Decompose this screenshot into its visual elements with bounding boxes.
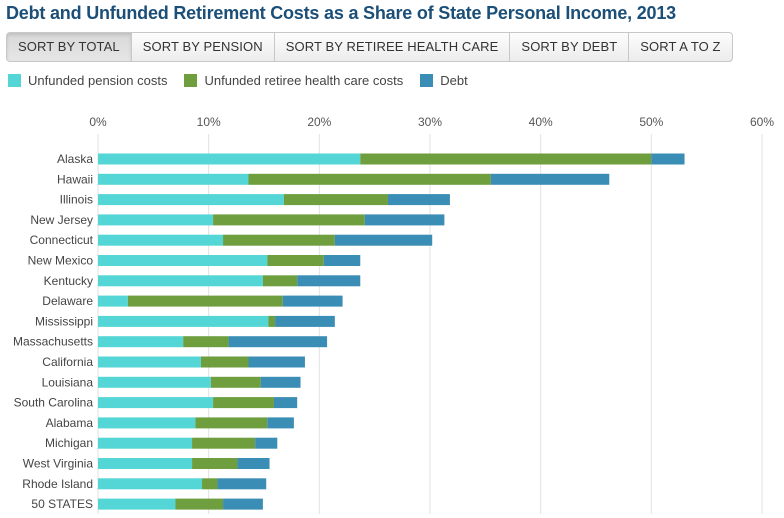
category-label: New Mexico <box>28 254 94 268</box>
bar-segment-pension <box>98 458 193 469</box>
bar-segment-debt <box>248 356 305 368</box>
sort-button-group: SORT BY TOTAL SORT BY PENSION SORT BY RETI… <box>6 32 733 62</box>
x-tick-label-20: 20% <box>307 115 331 129</box>
category-label: Kentucky <box>44 274 93 288</box>
category-label: Massachusetts <box>13 335 93 349</box>
bar-segment-debt <box>297 275 361 287</box>
bar-segment-pension <box>98 397 214 409</box>
category-label: 50 STATES <box>31 497 93 511</box>
bar-segment-debt <box>323 255 361 266</box>
stacked-bar-chart: 0% 10% 20% 30% 40% 50% 60% Alaska Hawaii Illinois… <box>13 115 774 514</box>
bar-segment-health <box>127 295 283 307</box>
x-tick-label-60: 60% <box>750 115 774 129</box>
bar-segment-pension <box>98 295 128 307</box>
legend-swatch-pension <box>8 74 21 87</box>
legend-label-pension: Unfunded pension costs <box>28 73 168 88</box>
bar-segment-pension <box>98 336 184 348</box>
category-label: South Carolina <box>14 396 94 410</box>
category-label: Rhode Island <box>22 477 93 491</box>
category-label: Michigan <box>45 436 93 450</box>
bar-segment-pension <box>98 356 201 368</box>
bar-segment-debt <box>237 458 270 469</box>
bar-segment-debt <box>255 437 278 449</box>
bar-segment-health <box>210 376 261 388</box>
legend-item-health: Unfunded retiree health care costs <box>184 73 403 88</box>
bar-segment-debt <box>651 153 685 165</box>
bar-segment-pension <box>98 478 203 490</box>
bar-segment-health <box>213 397 274 409</box>
category-label: Alaska <box>57 152 93 166</box>
category-label: Illinois <box>60 193 93 207</box>
bar-segment-health <box>268 315 276 327</box>
x-tick-label-50: 50% <box>639 115 663 129</box>
bar-segment-health <box>360 153 652 165</box>
bar-segment-health <box>192 458 238 469</box>
bar-segment-health <box>262 275 298 287</box>
bar-segment-debt <box>387 194 450 206</box>
category-label: California <box>42 355 93 369</box>
x-tick-label-30: 30% <box>418 115 442 129</box>
bar-segment-pension <box>98 437 193 449</box>
sort-by-retiree-health-care-button[interactable]: SORT BY RETIREE HEALTH CARE <box>275 33 511 61</box>
category-label: Delaware <box>42 294 93 308</box>
bar-segment-debt <box>490 173 610 185</box>
bar-segment-debt <box>282 295 343 307</box>
bar-segment-pension <box>98 234 224 246</box>
x-tick-label-10: 10% <box>197 115 221 129</box>
legend-label-debt: Debt <box>440 73 468 88</box>
bar-segment-health <box>267 255 324 266</box>
chart-title: Debt and Unfunded Retirement Costs as a … <box>6 3 676 23</box>
sort-by-debt-button[interactable]: SORT BY DEBT <box>510 33 630 61</box>
bar-segment-debt <box>228 336 328 348</box>
category-label: Connecticut <box>30 233 94 247</box>
bar-segment-pension <box>98 376 211 388</box>
bar-segment-health <box>202 478 218 490</box>
sort-by-pension-button[interactable]: SORT BY PENSION <box>132 33 275 61</box>
bar-segment-debt <box>273 397 298 409</box>
bar-segment-health <box>248 173 491 185</box>
chart-legend: Unfunded pension costs Unfunded retiree h… <box>8 73 485 88</box>
bar-segment-debt <box>275 315 335 327</box>
category-label: Mississippi <box>35 314 93 328</box>
sort-a-to-z-button[interactable]: SORT A TO Z <box>640 39 721 54</box>
category-label: New Jersey <box>30 213 93 227</box>
bar-segment-pension <box>98 275 263 287</box>
bar-segment-health <box>192 437 256 449</box>
legend-swatch-debt <box>420 74 434 87</box>
legend-item-debt: Debt <box>420 73 468 88</box>
category-label: Louisiana <box>42 375 94 389</box>
bar-segment-pension <box>98 498 176 510</box>
bar-segment-health <box>213 214 365 226</box>
bar-segment-pension <box>98 153 361 165</box>
category-label: Hawaii <box>57 172 93 186</box>
legend-label-health: Unfunded retiree health care costs <box>204 73 404 88</box>
bar-segment-debt <box>267 417 294 429</box>
bar-segment-debt <box>223 498 263 510</box>
legend-swatch-health <box>184 74 198 87</box>
x-tick-label-40: 40% <box>529 115 553 129</box>
bar-segment-health <box>200 356 249 368</box>
bar-segment-health <box>183 336 229 348</box>
bar-segment-health <box>175 498 224 510</box>
bar-segment-debt <box>260 376 301 388</box>
x-tick-label-0: 0% <box>89 115 107 129</box>
sort-by-total-button[interactable]: SORT BY TOTAL <box>7 33 132 61</box>
category-label: West Virginia <box>23 457 94 471</box>
bar-segment-health <box>283 194 388 206</box>
bar-segment-pension <box>98 417 196 429</box>
bar-segment-debt <box>217 478 267 490</box>
bar-segment-pension <box>98 194 284 206</box>
bar-segment-health <box>223 234 335 246</box>
legend-item-pension: Unfunded pension costs <box>8 73 167 88</box>
bar-segment-pension <box>98 173 249 185</box>
bar-segment-debt <box>364 214 445 226</box>
bar-segment-pension <box>98 214 214 226</box>
bar-segment-debt <box>334 234 433 246</box>
category-label: Alabama <box>46 416 94 430</box>
bar-segment-health <box>195 417 268 429</box>
bar-segment-pension <box>98 315 269 327</box>
bar-segment-pension <box>98 255 268 266</box>
